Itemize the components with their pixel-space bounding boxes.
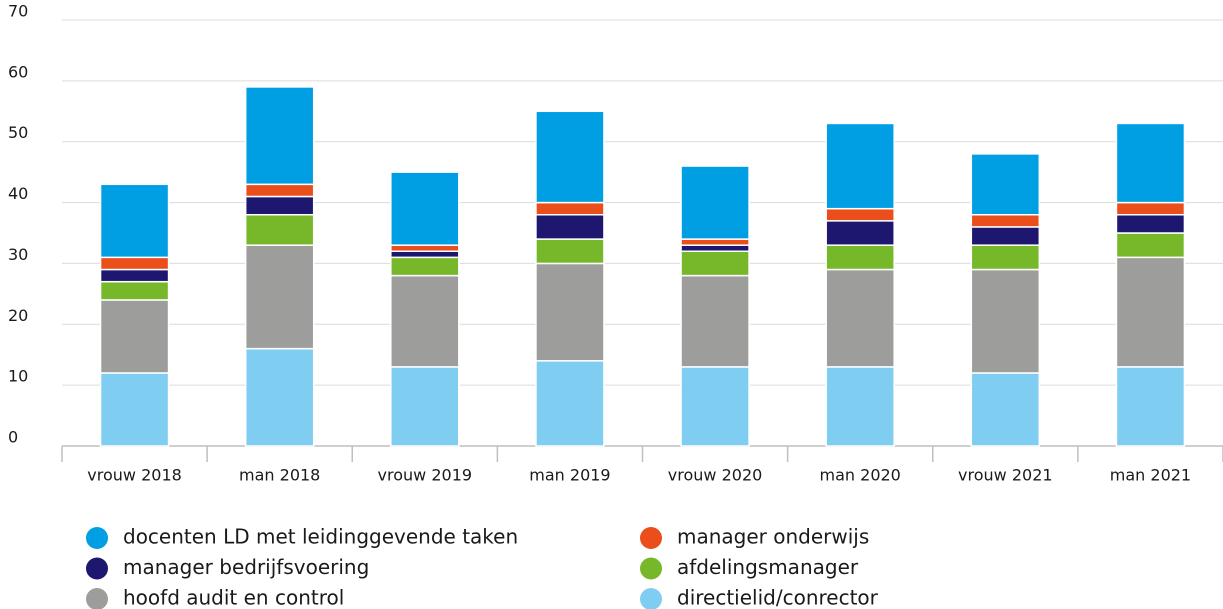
- x-tick-label: man 2020: [820, 466, 901, 485]
- bar-segment: [680, 238, 750, 246]
- bar-segment: [535, 262, 605, 362]
- x-tick-label: vrouw 2020: [668, 466, 763, 485]
- bar-segment: [535, 238, 605, 265]
- legend-label: manager bedrijfsvoering: [123, 555, 369, 579]
- bar-segment: [825, 366, 895, 447]
- y-tick-label: 20: [8, 306, 28, 325]
- bar-segment: [244, 213, 315, 246]
- bar-segment: [390, 274, 460, 368]
- legend-label: hoofd audit en control: [123, 586, 344, 609]
- bar-segment: [1115, 256, 1186, 368]
- y-tick-label: 50: [8, 123, 28, 142]
- bar-segment: [244, 244, 315, 350]
- legend-swatch: [86, 557, 108, 580]
- legend-swatch: [640, 557, 662, 580]
- bar-segment: [1115, 366, 1186, 447]
- x-tick-label: vrouw 2019: [378, 466, 473, 485]
- bar-segment: [244, 183, 315, 198]
- x-tick-label: vrouw 2018: [87, 466, 182, 485]
- bar-segment: [1115, 232, 1186, 259]
- legend-swatch: [86, 527, 108, 549]
- y-tick-label: 0: [8, 428, 18, 447]
- bar-segment: [680, 250, 750, 277]
- bar-segment: [970, 372, 1041, 447]
- bar-segment: [99, 256, 170, 271]
- legend-swatch: [640, 588, 662, 609]
- bar-segment: [825, 268, 895, 368]
- x-tick-label: man 2019: [529, 466, 610, 485]
- bar-segment: [680, 244, 750, 253]
- bar-segment: [825, 207, 895, 222]
- x-tick-label: man 2018: [239, 466, 320, 485]
- bar-segment: [825, 244, 895, 271]
- bar-segment: [390, 256, 460, 277]
- legend-label: directielid/conrector: [677, 586, 879, 609]
- bar-segment: [390, 171, 460, 246]
- bar-segment: [970, 244, 1041, 271]
- y-tick-label: 40: [8, 184, 28, 203]
- legend-label: afdelingsmanager: [677, 555, 859, 579]
- bar-segment: [535, 201, 605, 216]
- bar-segment: [99, 280, 170, 301]
- bar-segment: [390, 366, 460, 447]
- y-tick-label: 30: [8, 245, 28, 264]
- bar-segment: [970, 153, 1041, 216]
- bar-segment: [244, 195, 315, 216]
- bar-segment: [1115, 201, 1186, 216]
- legend: docenten LD met leidinggevende taken mana…: [86, 525, 879, 609]
- legend-label: manager onderwijs: [677, 525, 869, 549]
- bar-segment: [970, 268, 1041, 374]
- bar-segment: [99, 268, 170, 283]
- bar-segment: [970, 213, 1041, 228]
- legend-swatch: [640, 527, 662, 549]
- legend-swatch: [86, 588, 108, 609]
- x-tick-label: vrouw 2021: [958, 466, 1053, 485]
- bar-segment: [390, 244, 460, 253]
- bar-segment: [535, 360, 605, 447]
- y-tick-label: 10: [8, 367, 28, 386]
- bar-segment: [244, 347, 315, 447]
- bar-segment: [680, 274, 750, 368]
- legend-label: docenten LD met leidinggevende taken: [123, 525, 518, 549]
- bar-segment: [390, 250, 460, 259]
- bar-segment: [680, 366, 750, 447]
- bar-segment: [1115, 213, 1186, 234]
- bar-segment: [99, 299, 170, 374]
- y-tick-label: 60: [8, 62, 28, 81]
- bar-segment: [535, 213, 605, 240]
- bar-segment: [970, 226, 1041, 246]
- bar-segment: [825, 220, 895, 246]
- bar-segment: [825, 122, 895, 210]
- bar-segment: [680, 165, 750, 240]
- bar-segment: [99, 372, 170, 447]
- bar-segment: [1115, 122, 1186, 204]
- y-tick-label: 70: [8, 2, 28, 21]
- bar-segment: [244, 86, 315, 186]
- x-tick-label: man 2021: [1110, 466, 1191, 485]
- bar-segment: [535, 110, 605, 204]
- bar-segment: [99, 183, 170, 259]
